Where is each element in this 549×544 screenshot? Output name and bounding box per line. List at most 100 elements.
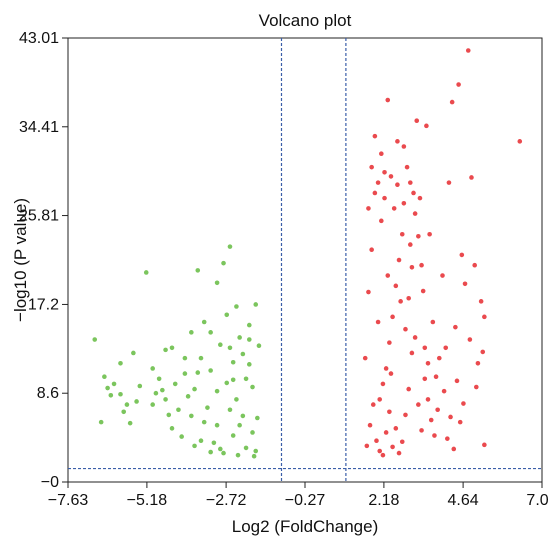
down-regulated-point xyxy=(118,360,123,366)
up-regulated-point xyxy=(461,401,466,406)
up-regulated-point xyxy=(459,252,465,258)
x-tick-label: 2.18 xyxy=(368,492,399,509)
down-regulated-point xyxy=(227,407,233,413)
down-regulated-point xyxy=(256,343,262,349)
down-regulated-point xyxy=(224,312,230,318)
up-regulated-point xyxy=(409,264,415,270)
up-regulated-point xyxy=(377,397,383,402)
down-regulated-point xyxy=(156,376,162,382)
up-regulated-point xyxy=(401,144,407,149)
down-regulated-point xyxy=(118,391,123,397)
down-regulated-point xyxy=(214,422,220,428)
down-regulated-point xyxy=(163,347,168,353)
up-regulated-point xyxy=(435,407,440,413)
up-regulated-point xyxy=(370,402,376,407)
up-regulated-point xyxy=(424,123,429,129)
up-regulated-point xyxy=(393,283,399,289)
down-regulated-point xyxy=(131,350,136,356)
up-regulated-point xyxy=(409,350,415,356)
down-regulated-point xyxy=(179,434,184,439)
down-regulated-point xyxy=(214,388,220,394)
chart-title: Volcano plot xyxy=(259,11,352,30)
up-regulated-point xyxy=(456,82,461,87)
up-regulated-point xyxy=(366,289,371,295)
x-tick-label: 7.09 xyxy=(526,492,549,509)
down-regulated-point xyxy=(189,413,194,419)
down-regulated-point xyxy=(166,412,172,418)
up-regulated-point xyxy=(372,133,378,139)
down-regulated-point xyxy=(250,430,255,435)
up-regulated-point xyxy=(380,452,386,458)
down-regulated-point xyxy=(137,383,143,389)
down-regulated-point xyxy=(153,390,159,396)
up-regulated-point xyxy=(382,170,387,175)
threshold-lines xyxy=(68,38,542,482)
up-regulated-point xyxy=(395,139,400,144)
up-regulated-point xyxy=(422,376,428,382)
up-regulated-point xyxy=(419,262,424,268)
down-regulated-point xyxy=(234,304,239,309)
down-regulated-point xyxy=(218,446,223,452)
down-regulated-point xyxy=(124,402,130,407)
down-regulated-point xyxy=(211,440,217,446)
down-regulated-point xyxy=(195,370,201,375)
up-regulated-point xyxy=(451,446,457,452)
down-regulated-point xyxy=(205,405,210,410)
down-regulated-point xyxy=(224,380,230,386)
up-regulated-point xyxy=(436,355,442,361)
up-regulated-point xyxy=(366,206,371,211)
y-axis-ticks: −0 8.6 17.2 25.81 34.41 43.01 xyxy=(19,30,68,491)
up-regulated-point xyxy=(454,378,460,384)
up-regulated-point xyxy=(362,355,368,361)
up-regulated-point xyxy=(407,180,413,185)
up-regulated-point xyxy=(395,182,400,187)
up-regulated-point xyxy=(425,397,431,402)
down-regulated-point xyxy=(111,381,117,387)
down-regulated-point xyxy=(246,322,252,328)
up-regulated-point xyxy=(375,319,381,325)
down-regulated-point xyxy=(243,376,249,382)
down-regulated-point xyxy=(176,407,181,413)
up-regulated-point xyxy=(398,299,403,304)
up-regulated-point xyxy=(390,314,395,320)
y-tick-label: 34.41 xyxy=(19,119,59,136)
down-regulated-point xyxy=(250,384,255,390)
down-regulated-point xyxy=(201,419,207,425)
down-regulated-point xyxy=(243,445,249,451)
down-regulated-point xyxy=(195,268,201,273)
up-regulated-point xyxy=(379,151,384,157)
up-regulated-point xyxy=(432,433,437,438)
down-regulated-point xyxy=(240,413,246,419)
up-regulated-point xyxy=(387,409,392,415)
up-regulated-point xyxy=(375,180,381,185)
up-regulated-point xyxy=(383,430,389,435)
up-regulated-point xyxy=(448,414,453,420)
up-regulated-point xyxy=(480,349,486,355)
down-regulated-point xyxy=(172,381,178,387)
up-regulated-point xyxy=(388,371,394,376)
x-axis-ticks: −7.63 −5.18 −2.72 −0.27 2.18 4.64 7.09 xyxy=(48,482,549,509)
up-regulated-point xyxy=(465,48,471,53)
up-regulated-point xyxy=(427,231,432,237)
up-regulated-point xyxy=(441,388,447,394)
up-regulated-point xyxy=(457,419,463,425)
up-regulated-point xyxy=(369,164,374,170)
up-regulated-point xyxy=(383,366,389,371)
up-regulated-point xyxy=(453,324,458,330)
down-regulated-point xyxy=(201,319,207,325)
down-regulated-point xyxy=(192,443,197,449)
up-regulated-point xyxy=(396,257,402,263)
x-tick-label: −7.63 xyxy=(48,492,89,509)
down-regulated-point xyxy=(230,359,236,365)
up-regulated-point xyxy=(401,200,407,206)
up-regulated-point xyxy=(374,438,379,444)
up-regulated-point xyxy=(406,386,411,392)
up-regulated-point xyxy=(388,174,394,179)
down-regulated-point xyxy=(169,426,175,431)
down-regulated-point xyxy=(237,422,242,428)
up-regulated-point xyxy=(372,190,378,196)
down-regulated-point xyxy=(253,448,259,454)
down-regulated-point xyxy=(192,386,197,392)
y-tick-label: 43.01 xyxy=(19,30,59,47)
up-regulated-point xyxy=(430,319,436,325)
